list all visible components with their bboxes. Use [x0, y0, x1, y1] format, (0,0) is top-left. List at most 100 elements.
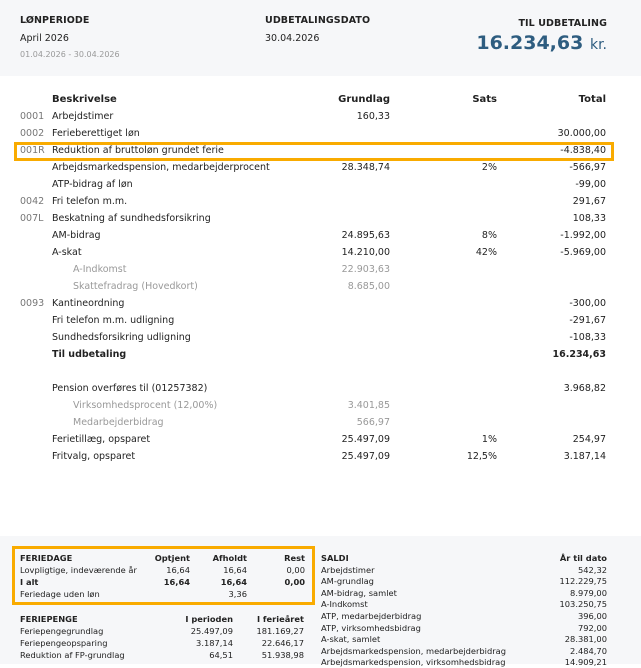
row-description: Kantineordning [52, 298, 125, 309]
row-description: Fri telefon m.m. udligning [52, 315, 175, 326]
feriepenge-cell: 51.938,98 [261, 650, 304, 660]
row-total: -5.969,00 [560, 247, 606, 258]
saldi-cell: AM-grundlag [321, 576, 374, 587]
table-row: 0093 Kantineordning -300,00 [0, 295, 641, 312]
row-total: -291,67 [569, 315, 606, 326]
table-row: Pension overføres til (01257382) 3.968,82 [0, 380, 641, 397]
feriepenge-cell: 64,51 [209, 650, 233, 660]
feriedage-cell: Lovpligtige, indeværende år [20, 565, 137, 575]
feriedage-cell: 0,00 [286, 565, 305, 575]
row-grundlag: 28.348,74 [341, 162, 390, 173]
saldi-cell: ATP, virksomhedsbidrag [321, 622, 421, 633]
table-row: Sundhedsforsikring udligning -108,33 [0, 329, 641, 346]
summary-section [0, 536, 641, 664]
pay-label: TIL UDBETALING [518, 18, 607, 29]
row-total: 16.234,63 [552, 349, 607, 360]
feriepenge-cell: 181.169,27 [256, 626, 304, 636]
saldi-cell: 112.229,75 [559, 576, 607, 587]
row-description: Arbejdstimer [52, 111, 114, 122]
feriepenge-cell: FERIEPENGE [20, 614, 78, 624]
row-grundlag: 3.401,85 [347, 400, 390, 411]
saldi-row: Arbejdstimer 542,32 [321, 564, 607, 576]
row-code: 007L [20, 213, 44, 224]
saldi-row: AM-grundlag 112.229,75 [321, 575, 607, 587]
feriedage-cell: I alt [20, 577, 39, 587]
table-row: Medarbejderbidrag 566,97 [0, 414, 641, 431]
saldi-cell: Arbejdsmarkedspension, virksomhedsbidrag [321, 657, 506, 668]
row-grundlag: 566,97 [356, 417, 390, 428]
feriedage-cell: 16,64 [166, 565, 190, 575]
row-sats: 42% [475, 247, 497, 258]
saldi-header: SALDI År til dato [321, 552, 607, 564]
row-total: -300,00 [569, 298, 606, 309]
feriepenge-cell: 22.646,17 [261, 638, 304, 648]
saldi-row: A-Indkomst 103.250,75 [321, 598, 607, 610]
feriedage-row: I alt 16,64 16,64 0,00 [20, 576, 310, 588]
feriedage-cell: Feriedage uden løn [20, 589, 100, 599]
saldi-row: ATP, virksomhedsbidrag 792,00 [321, 622, 607, 634]
row-code: 0093 [20, 298, 45, 309]
feriepenge-row: Feriepengeopsparing 3.187,14 22.646,17 [20, 637, 310, 649]
feriedage-cell: 16,64 [220, 577, 247, 587]
period-range: 01.04.2026 - 30.04.2026 [20, 50, 120, 59]
feriedage-cell: 16,64 [163, 577, 190, 587]
period-value: April 2026 [20, 33, 69, 44]
saldi-cell: 396,00 [577, 611, 607, 621]
saldi-cell: Arbejdstimer [321, 564, 375, 575]
row-grundlag: 25.497,09 [341, 434, 390, 445]
feriedage-cell: 0,00 [284, 577, 305, 587]
col-total: Total [578, 94, 606, 105]
table-row: Fritvalg, opsparet 25.497,09 12,5% 3.187,14 [0, 448, 641, 465]
row-total: 254,97 [572, 434, 606, 445]
table-row: Skattefradrag (Hovedkort) 8.685,00 [0, 278, 641, 295]
saldi-cell: 792,00 [577, 622, 607, 633]
table-row: 0042 Fri telefon m.m. 291,67 [0, 193, 641, 210]
feriepenge-cell: Reduktion af FP-grundlag [20, 650, 125, 660]
row-grundlag: 22.903,63 [341, 264, 390, 275]
table-header: Beskrivelse Grundlag Sats Total [0, 91, 641, 108]
feriepenge-cell: Feriepengegrundlag [20, 626, 104, 636]
feriedage-cell: Optjent [154, 553, 190, 563]
table-row: Til udbetaling 16.234,63 [0, 346, 641, 363]
row-sats: 1% [481, 434, 497, 445]
row-total: -1.992,00 [560, 230, 606, 241]
table-row: Arbejdsmarkedspension, medarbejderprocen… [0, 159, 641, 176]
row-description: Fri telefon m.m. [52, 196, 128, 207]
row-grundlag: 14.210,00 [341, 247, 390, 258]
row-description: Virksomhedsprocent (12,00%) [73, 400, 218, 411]
saldi-cell: A-Indkomst [321, 599, 368, 610]
saldi-cell: ATP, medarbejderbidrag [321, 611, 422, 621]
saldi-cell: A-skat, samlet [321, 634, 381, 645]
table-row: Fri telefon m.m. udligning -291,67 [0, 312, 641, 329]
saldi-cell: 2.484,70 [570, 645, 607, 656]
feriedage-header: FERIEDAGE Optjent Afholdt Rest [20, 552, 310, 564]
row-description: Reduktion af bruttoløn grundet ferie [52, 145, 224, 156]
table-row: 0001 Arbejdstimer 160,33 [0, 108, 641, 125]
row-description: Ferieberettiget løn [52, 128, 140, 139]
saldi-row: AM-bidrag, samlet 8.979,00 [321, 587, 607, 599]
row-total: 108,33 [572, 213, 606, 224]
saldi-cell: SALDI [321, 553, 349, 563]
table-row [0, 363, 641, 380]
highlight-box [14, 142, 614, 161]
saldi-cell: 8.979,00 [570, 587, 607, 598]
row-grundlag: 25.497,09 [341, 451, 390, 462]
saldi-row: ATP, medarbejderbidrag 396,00 [321, 610, 607, 622]
highlight-box-feriedage [12, 546, 315, 605]
feriedage-cell: Rest [284, 553, 305, 563]
row-description: Sundhedsforsikring udligning [52, 332, 191, 343]
row-description: Arbejdsmarkedspension, medarbejderprocen… [52, 162, 270, 173]
saldi-cell: 28.381,00 [564, 634, 607, 645]
payslip-header: LØNPERIODE April 2026 01.04.2026 - 30.04… [0, 0, 641, 76]
feriepenge-cell: I ferieåret [256, 614, 304, 624]
row-description: Medarbejderbidrag [73, 417, 164, 428]
row-total: 3.968,82 [563, 383, 606, 394]
table-row: AM-bidrag 24.895,63 8% -1.992,00 [0, 227, 641, 244]
saldi-row: Arbejdsmarkedspension, medarbejderbidrag… [321, 645, 607, 657]
saldi-cell: År til dato [559, 553, 607, 563]
feriepenge-cell: I perioden [185, 614, 233, 624]
row-description: Til udbetaling [52, 349, 127, 360]
col-grundlag: Grundlag [338, 94, 390, 105]
table-row: 007L Beskatning af sundhedsforsikring 108,… [0, 210, 641, 227]
period-label: LØNPERIODE [20, 15, 90, 26]
